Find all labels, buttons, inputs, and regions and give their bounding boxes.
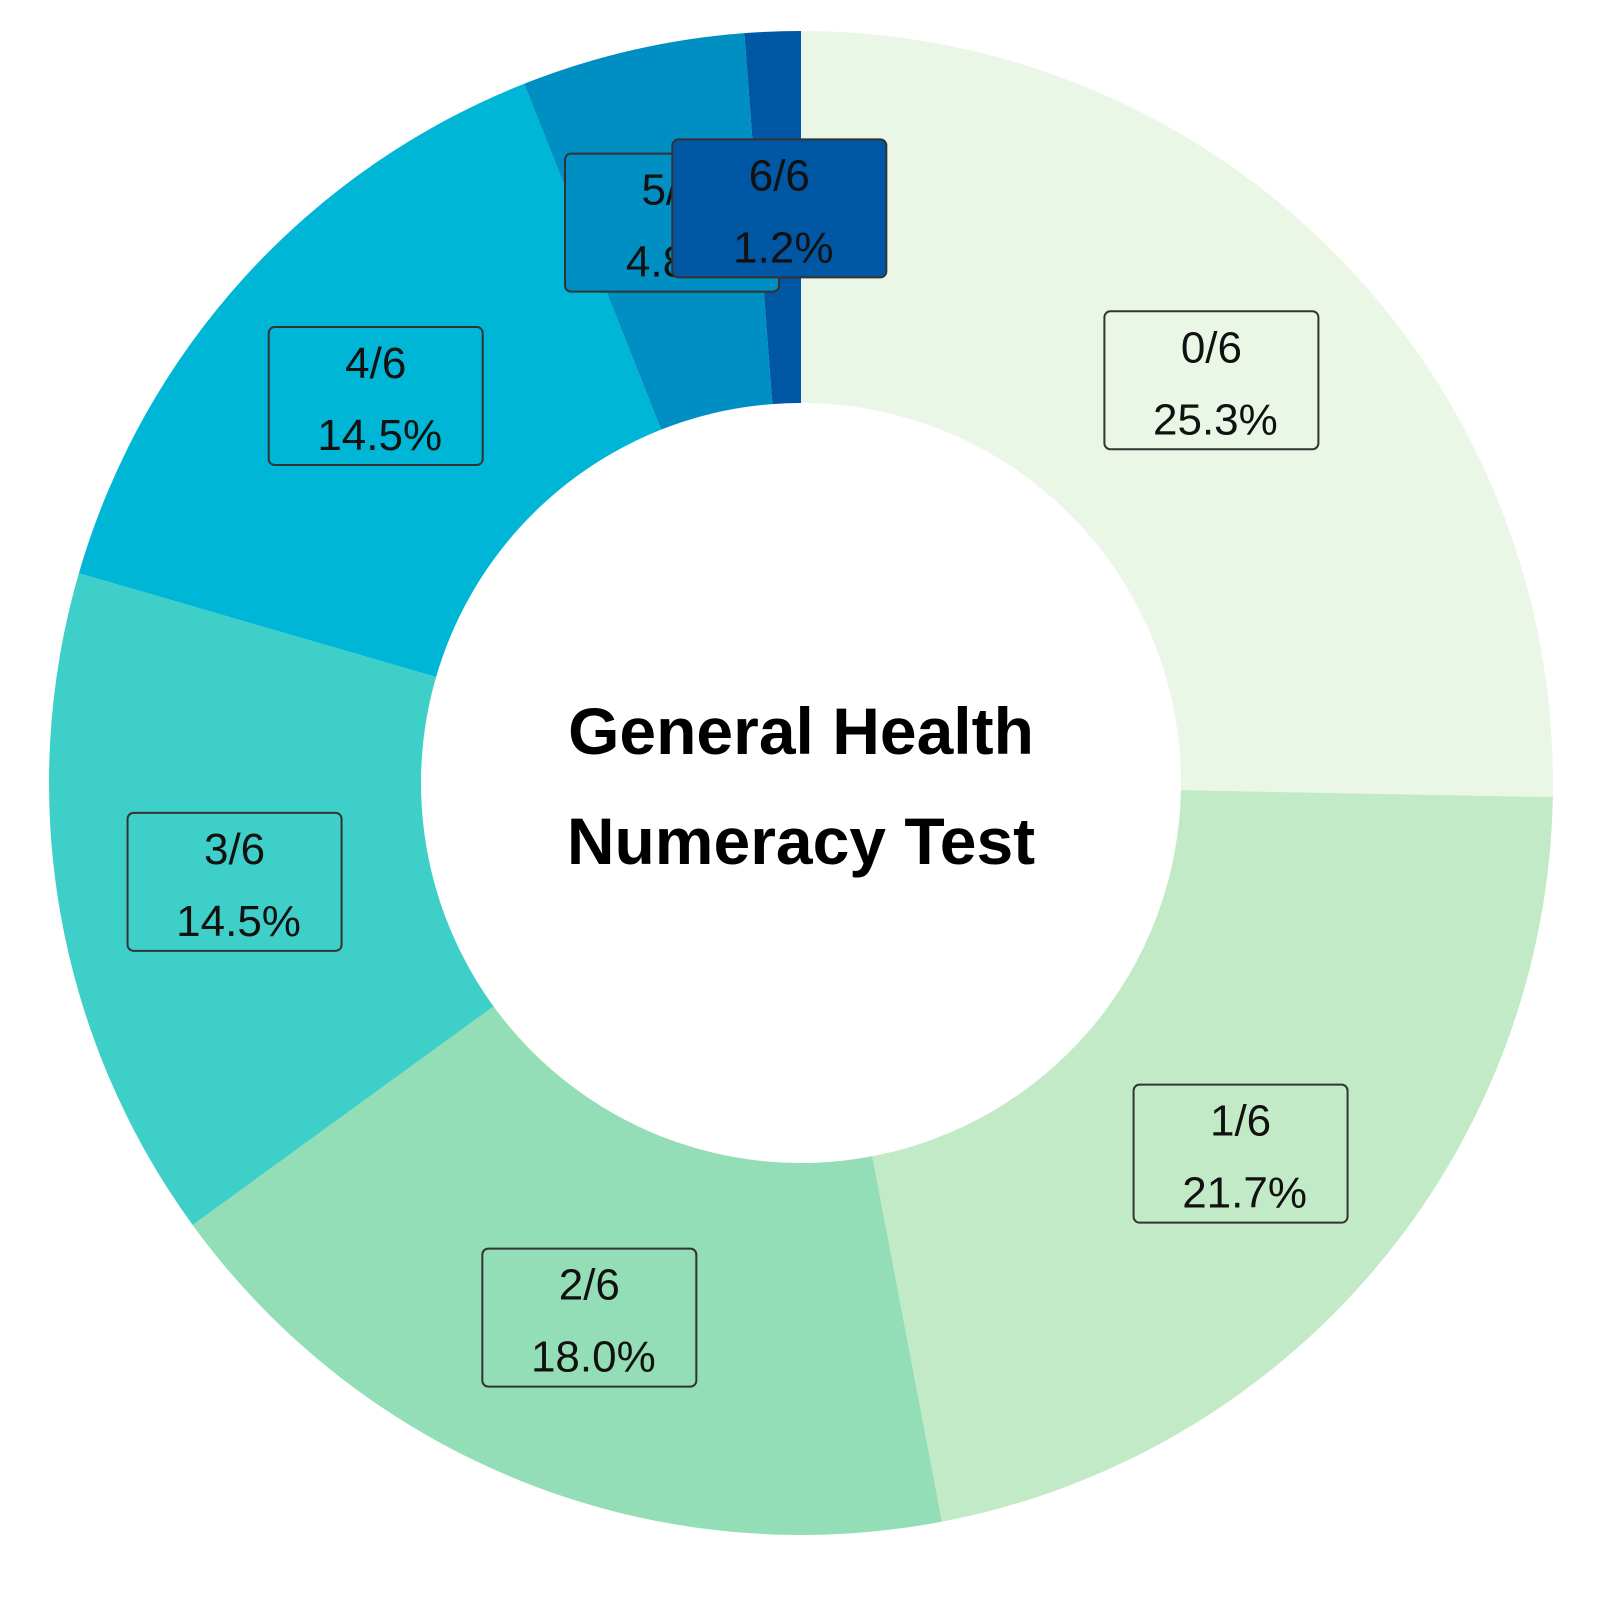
slice-percent-label: 21.7% [1182, 1169, 1307, 1218]
slice-percent-label: 14.5% [176, 897, 301, 946]
slice-percent-label: 1.2% [733, 223, 833, 272]
slice-label-box [671, 138, 888, 279]
slice-label-box [481, 1247, 698, 1388]
slice-labels-layer: 0/6 25.3% 1/6 21.7% 2/6 18.0% 3/6 14.5% 4/6 14.5%… [126, 138, 1349, 1388]
slice-category-label: 2/6 [559, 1261, 620, 1310]
slice-label-0-6: 0/6 25.3% [1103, 310, 1320, 451]
slice-label-6-6: 6/6 1.2% [671, 138, 888, 279]
chart-title-line-2: Numeracy Test [567, 804, 1035, 878]
slice-category-label: 3/6 [204, 825, 265, 874]
slice-percent-label: 18.0% [531, 1333, 656, 1382]
slice-percent-label: 25.3% [1153, 395, 1278, 444]
slice-label-box [1103, 310, 1320, 451]
slice-category-label: 0/6 [1181, 323, 1242, 372]
slice-category-label: 1/6 [1210, 1097, 1271, 1146]
slice-category-label: 6/6 [749, 151, 810, 200]
slice-label-box [126, 811, 343, 952]
slice-label-box [1132, 1083, 1349, 1224]
slice-label-3-6: 3/6 14.5% [126, 811, 343, 952]
slice-label-4-6: 4/6 14.5% [267, 326, 484, 467]
slice-percent-label: 14.5% [317, 411, 442, 460]
slice-category-label: 4/6 [345, 339, 406, 388]
slice-label-1-6: 1/6 21.7% [1132, 1083, 1349, 1224]
center-title-group: General Health Numeracy Test [567, 694, 1035, 878]
chart-title-line-1: General Health [568, 694, 1034, 768]
slice-label-2-6: 2/6 18.0% [481, 1247, 698, 1388]
slice-label-box [267, 326, 484, 467]
